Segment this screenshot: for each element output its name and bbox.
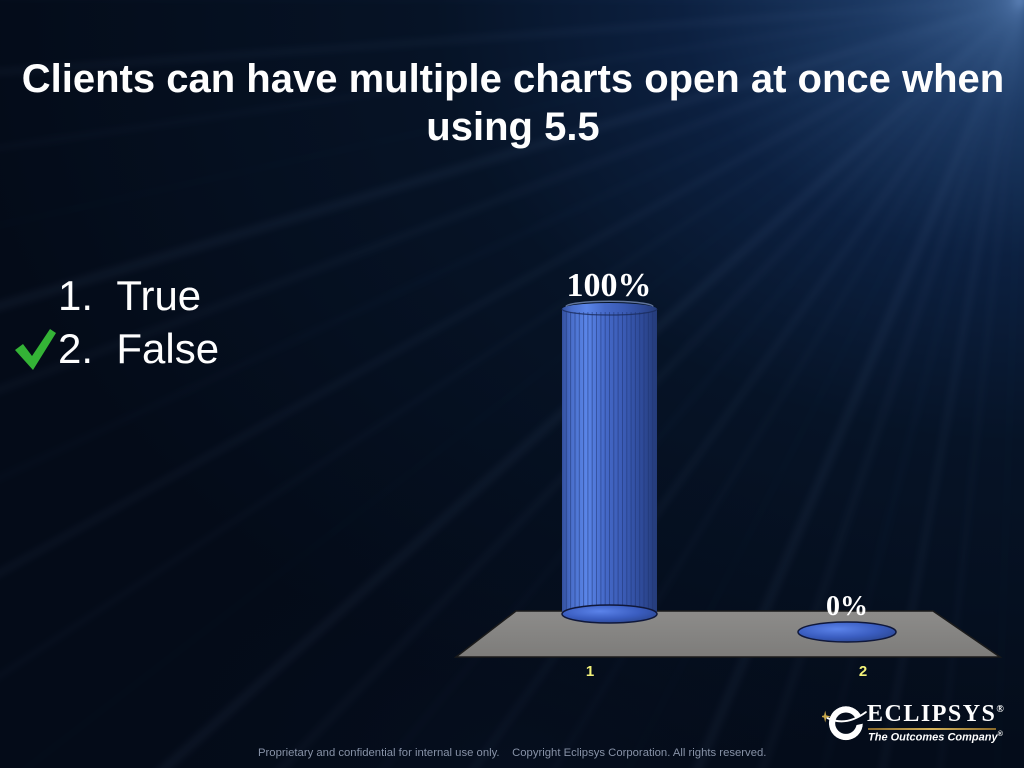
svg-text:100%: 100%: [567, 267, 652, 304]
svg-text:2: 2: [859, 663, 867, 680]
svg-text:0%: 0%: [826, 591, 868, 622]
svg-text:1: 1: [586, 663, 594, 680]
